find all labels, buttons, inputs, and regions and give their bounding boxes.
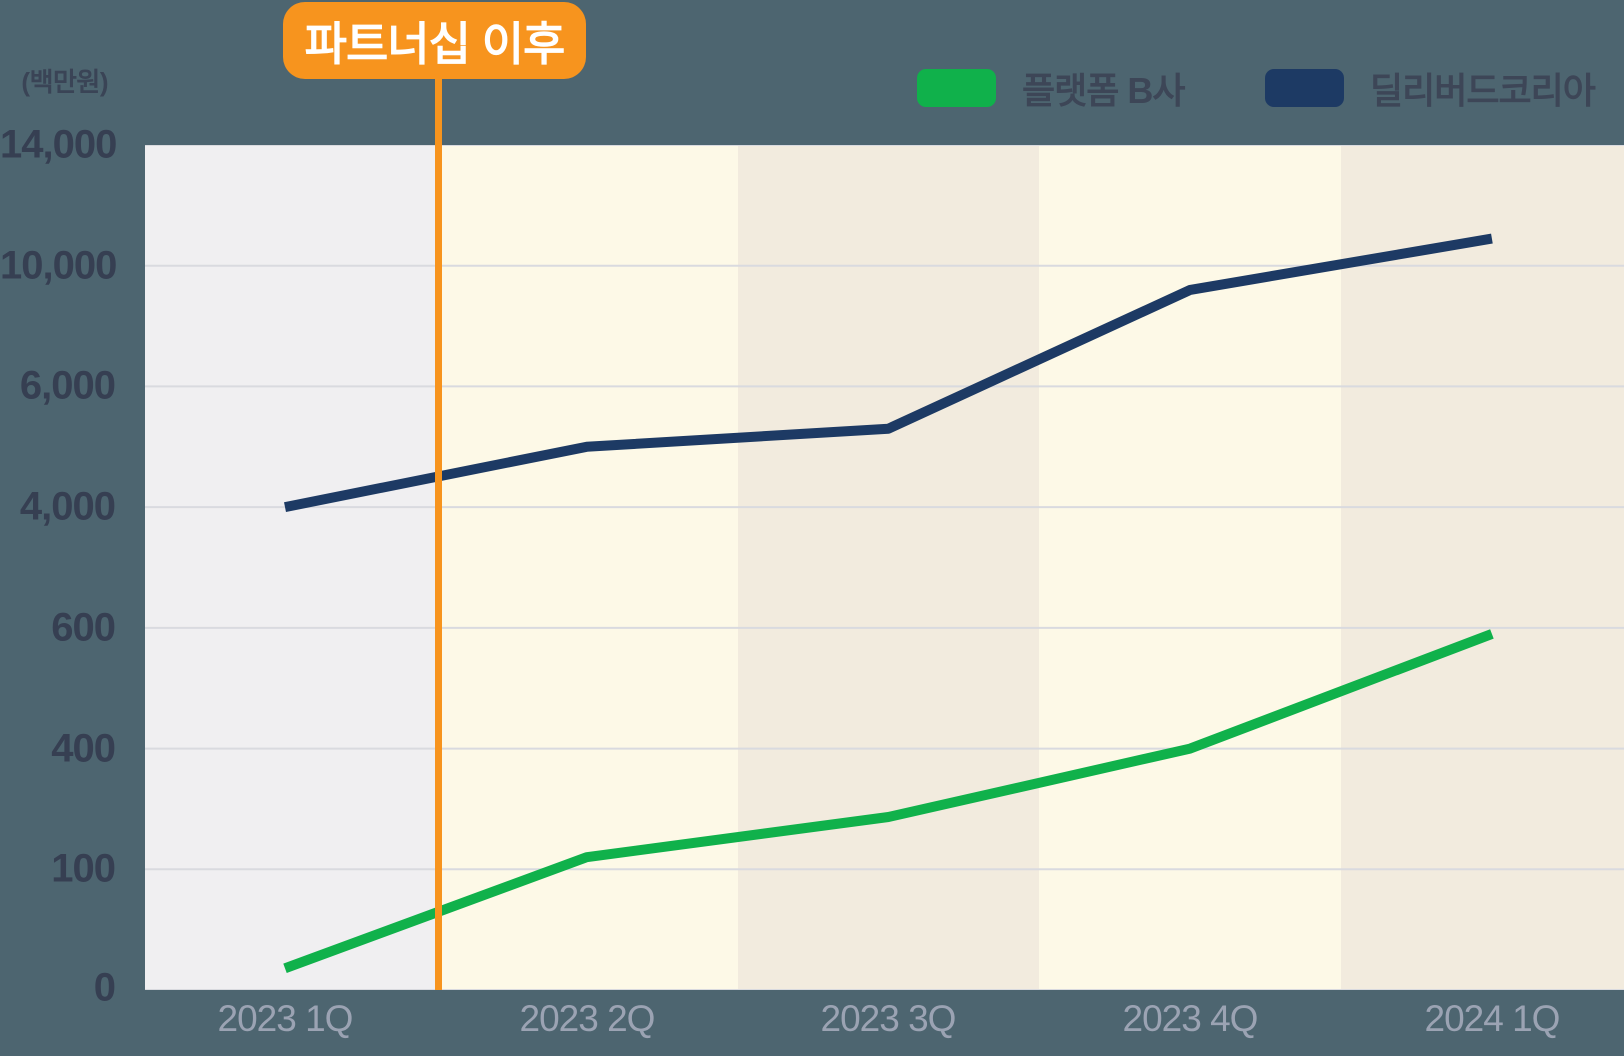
gridlines [145,145,1624,990]
x-tick-label: 2023 1Q [217,998,354,1039]
quarter-band [436,145,738,990]
y-axis-unit-label: (백만원) [21,67,108,97]
quarter-band [145,145,436,990]
y-tick-label: 0 [93,965,116,1010]
y-tick-label: 400 [51,726,116,771]
x-tick-label: 2023 4Q [1122,998,1259,1039]
legend-label: 플랫폼 B사 [1022,70,1185,111]
x-tick-label: 2024 1Q [1424,998,1561,1039]
series-line-0 [283,629,1494,973]
quarter-band [738,145,1039,990]
chart-svg [145,145,1624,990]
x-tick-label: 2023 2Q [519,998,656,1039]
y-tick-label: 100 [51,846,116,891]
legend-swatch-navy [1265,69,1344,107]
y-tick-label: 600 [51,605,116,650]
annotation-vertical-line [435,79,442,990]
quarter-band [1341,145,1624,990]
plot-area [145,145,1624,990]
series-line-1 [284,233,1493,513]
x-tick-label: 2023 3Q [820,998,957,1039]
y-tick-label: 14,000 [0,122,117,167]
legend-item-platform-b: 플랫폼 B사 [917,62,1185,114]
y-tick-label: 6,000 [19,363,116,408]
legend-item-delibird-korea: 딜리버드코리아 [1265,62,1596,114]
legend-swatch-green [917,69,996,107]
y-tick-label: 4,000 [19,484,116,529]
annotation-badge: 파트너십 이후 [283,2,586,79]
y-tick-label: 10,000 [0,243,117,288]
legend-label: 딜리버드코리아 [1370,70,1596,111]
